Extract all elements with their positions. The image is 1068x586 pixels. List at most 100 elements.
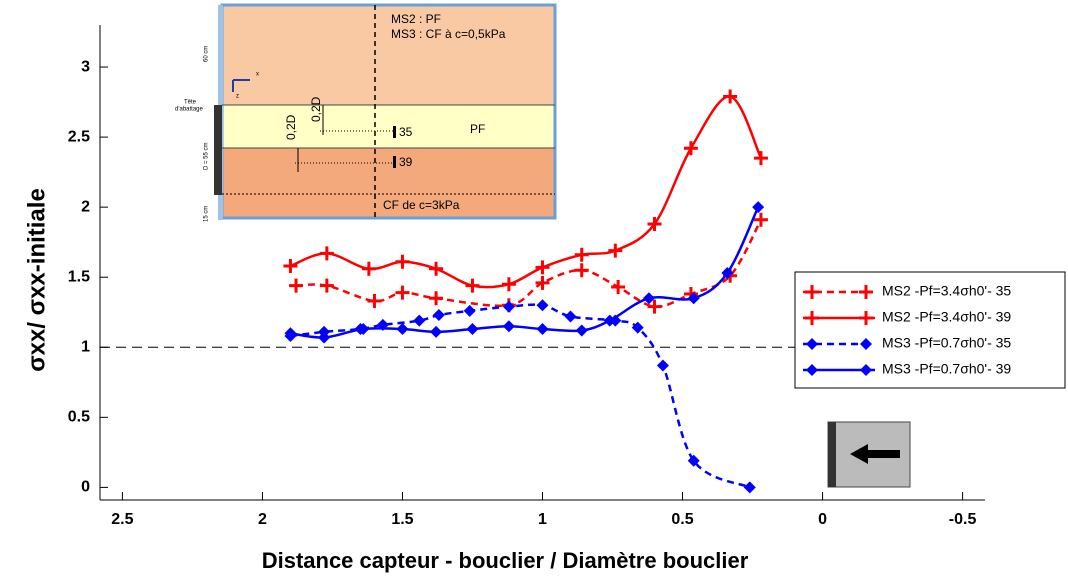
- marker: [687, 292, 700, 305]
- marker: [859, 311, 873, 325]
- marker: [501, 277, 516, 292]
- inset-text: D = 55 cm: [204, 142, 210, 170]
- marker: [647, 299, 662, 314]
- marker: [535, 260, 550, 275]
- marker: [361, 261, 376, 276]
- y-tick-label: 2.5: [68, 128, 90, 145]
- marker: [502, 320, 515, 333]
- marker: [575, 324, 588, 337]
- legend-label: MS2 -Pf=3.4σh0'- 39: [882, 309, 1011, 325]
- marker: [319, 246, 334, 261]
- marker: [647, 216, 662, 231]
- inset-text: PF: [470, 122, 485, 136]
- sensor: [393, 156, 396, 168]
- legend: MS2 -Pf=3.4σh0'- 35 MS2 -Pf=3.4σh0'- 39 MS…: [794, 271, 1066, 389]
- marker: [656, 359, 669, 372]
- inset-text: CF de c=3kPa: [383, 198, 460, 212]
- marker: [721, 267, 734, 280]
- cutter-head: [214, 105, 222, 195]
- marker: [642, 292, 655, 305]
- marker: [367, 294, 382, 309]
- marker: [318, 331, 331, 344]
- marker: [631, 321, 644, 334]
- inset: MS2 : PF MS3 : CF à c=0,5kPa PF CF de c=…: [175, 3, 557, 222]
- marker: [683, 141, 698, 156]
- marker: [395, 285, 410, 300]
- x-tick-label: 1.5: [391, 511, 413, 528]
- marker: [289, 278, 304, 293]
- inset-text: MS3 : CF à c=0,5kPa: [391, 27, 506, 41]
- layer-top: [222, 5, 555, 105]
- legend-label: MS2 -Pf=3.4σh0'- 35: [882, 283, 1011, 299]
- marker: [283, 259, 298, 274]
- marker: [806, 338, 818, 350]
- x-tick-label: 2: [258, 511, 267, 528]
- inset-text: 0,2D: [284, 114, 298, 140]
- marker: [753, 212, 768, 227]
- inset-text: MS2 : PF: [391, 12, 441, 26]
- marker: [430, 325, 443, 338]
- marker: [463, 304, 476, 317]
- marker: [413, 314, 426, 327]
- marker: [603, 314, 616, 327]
- x-tick-label: 0.5: [671, 511, 693, 528]
- layer-pf: [222, 105, 555, 148]
- series-line: [290, 206, 760, 339]
- inset-text: 0,2D: [309, 96, 323, 122]
- y-tick-label: 1.5: [68, 268, 90, 285]
- marker: [564, 310, 577, 323]
- layer-cf: [222, 148, 555, 218]
- marker: [465, 278, 480, 293]
- marker: [805, 285, 819, 299]
- marker: [806, 364, 818, 376]
- y-tick-label: 3: [81, 58, 90, 75]
- x-tick-label: 2.5: [111, 511, 133, 528]
- marker: [536, 299, 549, 312]
- marker: [611, 280, 626, 295]
- marker: [395, 254, 410, 269]
- marker: [429, 261, 444, 276]
- x-tick-label: 1: [538, 511, 547, 528]
- marker: [608, 243, 623, 258]
- shield-head: [828, 422, 836, 487]
- marker: [860, 364, 872, 376]
- inset-text: z: [236, 94, 239, 100]
- inset-text: 39: [399, 155, 413, 169]
- y-tick-label: 1: [81, 338, 90, 355]
- marker: [357, 323, 370, 336]
- marker: [535, 275, 550, 290]
- shield-icon: [827, 421, 911, 488]
- marker: [753, 151, 768, 166]
- marker: [860, 338, 872, 350]
- marker: [687, 454, 700, 467]
- y-axis-title: σxx/ σxx-initiale: [23, 188, 50, 372]
- marker: [574, 263, 589, 278]
- y-tick-label: 0: [81, 479, 90, 496]
- marker: [536, 323, 549, 336]
- inset-text: 60 cm: [204, 46, 210, 62]
- marker: [805, 311, 819, 325]
- inset-text: 15 cm: [204, 206, 210, 222]
- inset-text: 35: [399, 125, 413, 139]
- inset-text: Tête: [184, 100, 197, 106]
- x-axis-title: Distance capteur - bouclier / Diamètre b…: [262, 548, 749, 573]
- sensor: [393, 126, 396, 138]
- legend-label: MS3 -Pf=0.7σh0'- 39: [882, 361, 1011, 377]
- marker: [396, 323, 409, 336]
- marker: [752, 201, 765, 214]
- x-tick-label: -0.5: [949, 511, 977, 528]
- inset-text: x: [256, 72, 259, 78]
- legend-label: MS3 -Pf=0.7σh0'- 35: [882, 335, 1011, 351]
- y-tick-label: 0.5: [68, 409, 90, 426]
- marker: [502, 300, 515, 313]
- inset-text: d'abattage: [175, 107, 204, 113]
- x-tick-label: 0: [818, 511, 827, 528]
- marker: [429, 291, 444, 306]
- y-tick-label: 2: [81, 198, 90, 215]
- arrow: [850, 444, 900, 464]
- marker: [284, 327, 297, 340]
- marker: [859, 285, 873, 299]
- marker: [432, 309, 445, 322]
- marker: [743, 481, 756, 494]
